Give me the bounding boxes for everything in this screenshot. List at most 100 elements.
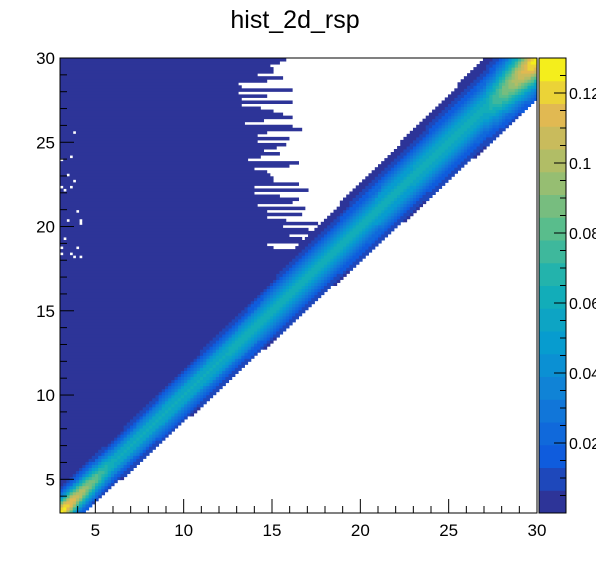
heatmap-cell (263, 309, 268, 314)
heatmap-cell (295, 246, 306, 250)
heatmap-cell (530, 91, 535, 95)
heatmap-cell (502, 91, 509, 95)
heatmap-cell (384, 206, 389, 211)
heatmap-cell (521, 70, 535, 74)
palette-swatch (539, 444, 566, 468)
heatmap-cell (241, 352, 245, 356)
heatmap-cell (479, 88, 484, 92)
heatmap-cell (60, 291, 261, 296)
heatmap-cell (285, 312, 290, 317)
z-tick-label: 0.08 (569, 226, 596, 243)
heatmap-cell (479, 133, 487, 138)
heatmap-cell (339, 227, 344, 232)
heatmap-cell (209, 388, 214, 393)
heatmap-cell (260, 306, 265, 311)
heatmap-cell (152, 397, 160, 402)
heatmap-cell (91, 455, 99, 459)
heatmap-cell (444, 112, 452, 117)
heatmap-cell (390, 212, 395, 217)
heatmap-cell (412, 209, 417, 214)
heatmap-cell (314, 264, 325, 268)
heatmap-cell (110, 452, 115, 456)
heatmap-cell (292, 279, 296, 283)
heatmap-cell (374, 200, 379, 205)
heatmap-cell (498, 127, 506, 132)
heatmap-cell (470, 124, 478, 129)
heatmap-cell (346, 249, 350, 253)
heatmap-cell (492, 76, 497, 80)
heatmap-cell (203, 376, 210, 381)
heatmap-cell (60, 227, 309, 232)
heatmap-cell (196, 388, 201, 393)
heatmap-cell (120, 437, 125, 441)
heatmap-cell (292, 303, 296, 308)
heatmap-cell (304, 291, 309, 296)
heatmap-cell (425, 149, 430, 153)
heatmap-cell (126, 449, 134, 453)
heatmap-cell (457, 152, 462, 156)
heatmap-cell (444, 124, 449, 129)
heatmap-cell (253, 315, 258, 320)
heatmap-cell (412, 161, 417, 165)
heatmap-cell (63, 506, 67, 511)
heatmap-cell (263, 303, 268, 308)
heatmap-cell (136, 455, 140, 459)
heatmap-cell (358, 246, 363, 250)
heatmap-cell (400, 164, 404, 168)
heatmap-cell (349, 206, 357, 211)
heatmap-cell (327, 279, 331, 283)
heatmap-cell (174, 388, 179, 393)
heatmap-cell (511, 103, 516, 108)
heatmap-cell (60, 309, 242, 314)
heatmap-cell (467, 133, 471, 138)
heatmap-cell (339, 264, 344, 268)
heatmap-cell (234, 355, 239, 359)
heatmap-cell (387, 206, 395, 211)
heatmap-cell (530, 82, 535, 86)
heatmap-cell (282, 309, 287, 314)
heatmap-cell (152, 409, 156, 414)
heatmap-cell (435, 127, 439, 132)
heatmap-cell (129, 425, 134, 429)
heatmap-cell (498, 118, 503, 123)
heatmap-cell (343, 273, 347, 277)
heatmap-cell (196, 379, 201, 384)
heatmap-cell (69, 218, 80, 223)
heatmap-cell (139, 409, 147, 414)
heatmap-cell (177, 409, 182, 414)
heatmap-cell (60, 452, 96, 456)
heatmap-cell (451, 164, 458, 168)
heatmap-cell (82, 491, 86, 496)
heatmap-cell (241, 349, 245, 353)
heatmap-cell (282, 267, 290, 271)
heatmap-cell (428, 170, 433, 174)
heatmap-cell (63, 185, 71, 189)
heatmap-cell (139, 449, 144, 453)
heatmap-cell (250, 346, 255, 350)
palette-swatch (539, 103, 566, 127)
heatmap-cell (486, 82, 490, 86)
heatmap-cell (101, 458, 106, 462)
heatmap-cell (327, 233, 331, 238)
heatmap-cell (94, 497, 99, 502)
heatmap-cell (397, 185, 408, 189)
heatmap-cell (225, 337, 230, 341)
heatmap-cell (397, 218, 404, 223)
heatmap-cell (419, 158, 427, 162)
heatmap-cell (85, 482, 93, 487)
heatmap-cell (320, 236, 325, 241)
heatmap-cell (460, 112, 465, 117)
heatmap-cell (60, 349, 201, 353)
heatmap-cell (228, 358, 233, 362)
heatmap-cell (88, 503, 93, 508)
heatmap-cell (190, 367, 195, 371)
heatmap-cell (530, 100, 535, 104)
heatmap-cell (60, 331, 220, 335)
heatmap-cell (91, 500, 96, 505)
heatmap-cell (339, 267, 347, 271)
heatmap-cell (228, 343, 233, 347)
heatmap-cell (489, 124, 493, 129)
heatmap-cell (66, 494, 71, 499)
heatmap-cell (190, 394, 195, 399)
heatmap-cell (177, 397, 182, 402)
